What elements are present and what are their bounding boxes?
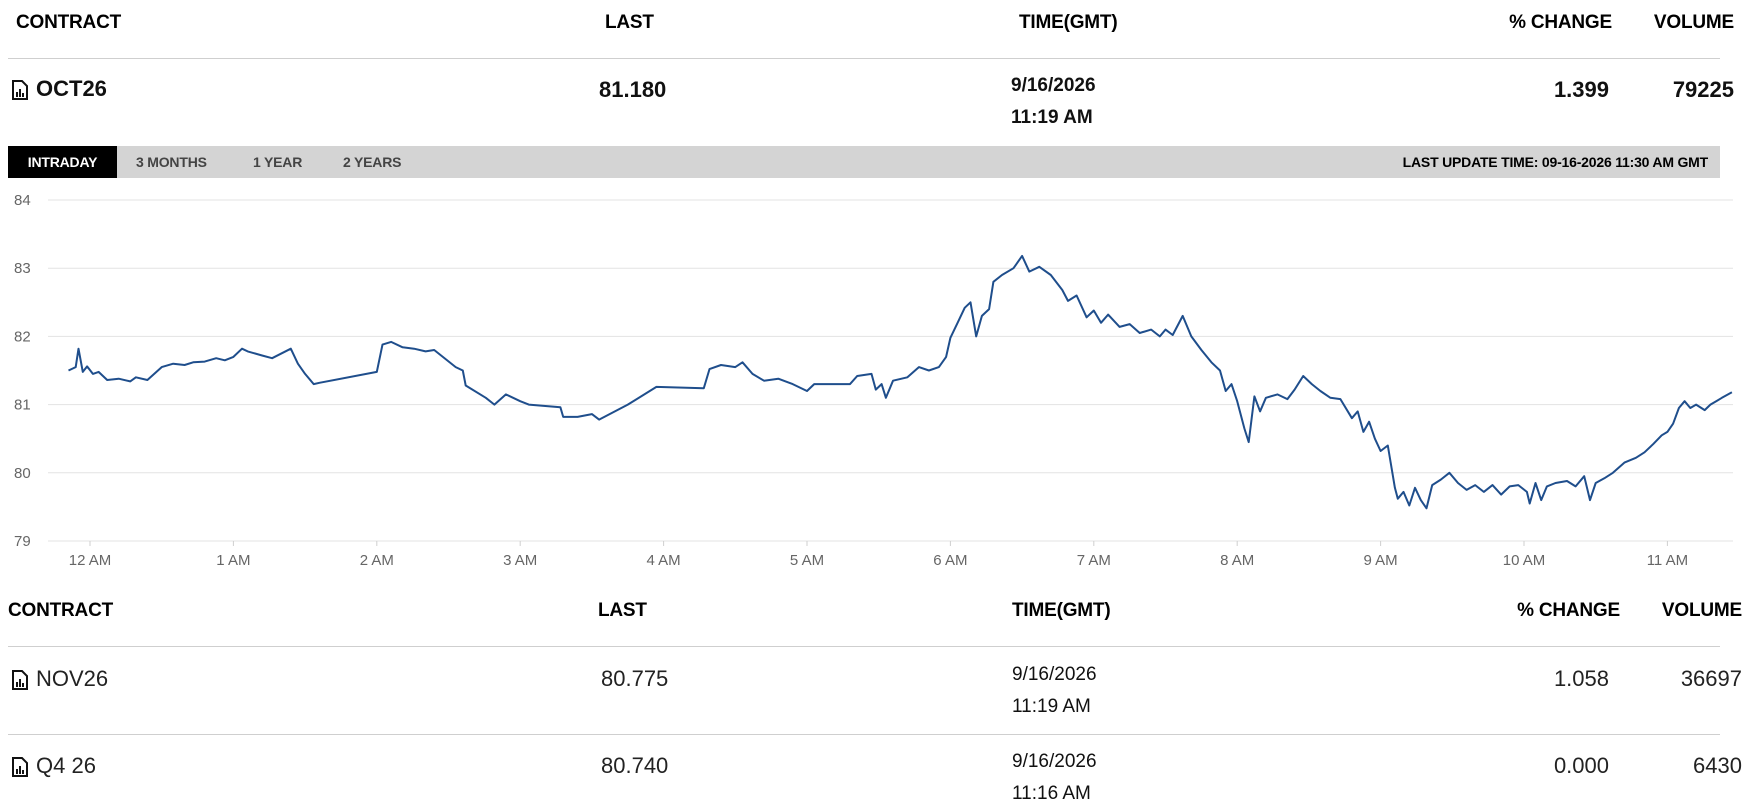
intraday-price-chart: 79 80 81 82 83 84 12 AM 1 AM 2 AM 3 AM 4 AM 5 AM 6 … bbox=[14, 192, 1733, 569]
x-tick-label: 1 AM bbox=[216, 552, 250, 569]
x-tick-label: 11 AM bbox=[1647, 552, 1688, 569]
header-change: % CHANGE bbox=[1509, 12, 1612, 33]
header-volume: VOLUME bbox=[1653, 12, 1734, 33]
y-tick-label: 79 bbox=[14, 533, 31, 550]
main-date: 9/16/2026 bbox=[1011, 75, 1096, 96]
price-series-line bbox=[68, 254, 1733, 510]
row-volume: 6430 bbox=[1693, 753, 1742, 778]
x-tick-label: 6 AM bbox=[933, 552, 967, 569]
header-last: LAST bbox=[605, 12, 654, 33]
chart-document-icon[interactable] bbox=[12, 80, 28, 100]
header-divider bbox=[8, 58, 1720, 59]
main-time: 11:19 AM bbox=[1011, 107, 1093, 128]
row-divider bbox=[8, 734, 1720, 735]
table-header-last: LAST bbox=[598, 600, 647, 621]
row-date: 9/16/2026 bbox=[1012, 751, 1097, 772]
row-contract-link[interactable]: Q4 26 bbox=[36, 753, 96, 778]
main-last-price: 81.180 bbox=[599, 77, 667, 102]
row-last-price: 80.740 bbox=[601, 753, 669, 778]
main-percent-change: 1.399 bbox=[1553, 77, 1609, 102]
table-header-divider bbox=[8, 646, 1720, 647]
chart-range-tabbar: INTRADAY 3 MONTHS 1 YEAR 2 YEARS LAST UP… bbox=[8, 146, 1720, 178]
table-header-volume: VOLUME bbox=[1661, 600, 1742, 621]
chart-document-icon[interactable] bbox=[12, 670, 28, 690]
y-tick-label: 83 bbox=[14, 260, 31, 277]
main-contract-link[interactable]: OCT26 bbox=[36, 76, 107, 101]
row-time: 11:19 AM bbox=[1012, 696, 1091, 717]
row-time: 11:16 AM bbox=[1012, 783, 1091, 802]
y-tick-label: 81 bbox=[14, 397, 31, 414]
chart-grid bbox=[48, 199, 1733, 542]
header-contract: CONTRACT bbox=[16, 12, 121, 33]
tab-2-years[interactable]: 2 YEARS bbox=[343, 154, 402, 170]
main-volume: 79225 bbox=[1672, 77, 1734, 102]
row-percent-change: 0.000 bbox=[1553, 753, 1609, 778]
row-last-price: 80.775 bbox=[601, 666, 669, 691]
row-percent-change: 1.058 bbox=[1553, 666, 1609, 691]
x-tick-label: 4 AM bbox=[647, 552, 681, 569]
x-tick-label: 8 AM bbox=[1220, 552, 1254, 569]
header-time: TIME(GMT) bbox=[1019, 12, 1118, 33]
last-update-time: LAST UPDATE TIME: 09-16-2026 11:30 AM GM… bbox=[1402, 154, 1709, 170]
y-tick-label: 80 bbox=[14, 465, 31, 482]
y-axis: 79 80 81 82 83 84 bbox=[14, 192, 31, 550]
table-header-time: TIME(GMT) bbox=[1012, 600, 1111, 621]
tab-3-months[interactable]: 3 MONTHS bbox=[136, 154, 207, 170]
x-tick-label: 5 AM bbox=[790, 552, 824, 569]
row-volume: 36697 bbox=[1680, 666, 1742, 691]
x-tick-label: 7 AM bbox=[1077, 552, 1111, 569]
y-tick-label: 84 bbox=[14, 192, 31, 209]
x-tick-label: 10 AM bbox=[1503, 552, 1546, 569]
tab-intraday[interactable]: INTRADAY bbox=[8, 146, 117, 178]
x-tick-label: 2 AM bbox=[360, 552, 394, 569]
row-contract-link[interactable]: NOV26 bbox=[36, 666, 109, 691]
table-header-contract: CONTRACT bbox=[8, 600, 113, 621]
row-date: 9/16/2026 bbox=[1012, 664, 1097, 685]
tab-1-year[interactable]: 1 YEAR bbox=[253, 154, 303, 170]
x-tick-label: 9 AM bbox=[1364, 552, 1398, 569]
table-header-change: % CHANGE bbox=[1517, 600, 1620, 621]
x-tick-label: 3 AM bbox=[503, 552, 537, 569]
y-tick-label: 82 bbox=[14, 328, 31, 345]
chart-document-icon[interactable] bbox=[12, 757, 28, 777]
x-tick-label: 12 AM bbox=[69, 552, 112, 569]
x-axis: 12 AM 1 AM 2 AM 3 AM 4 AM 5 AM 6 AM 7 AM 8 AM 9 A… bbox=[69, 541, 1688, 569]
